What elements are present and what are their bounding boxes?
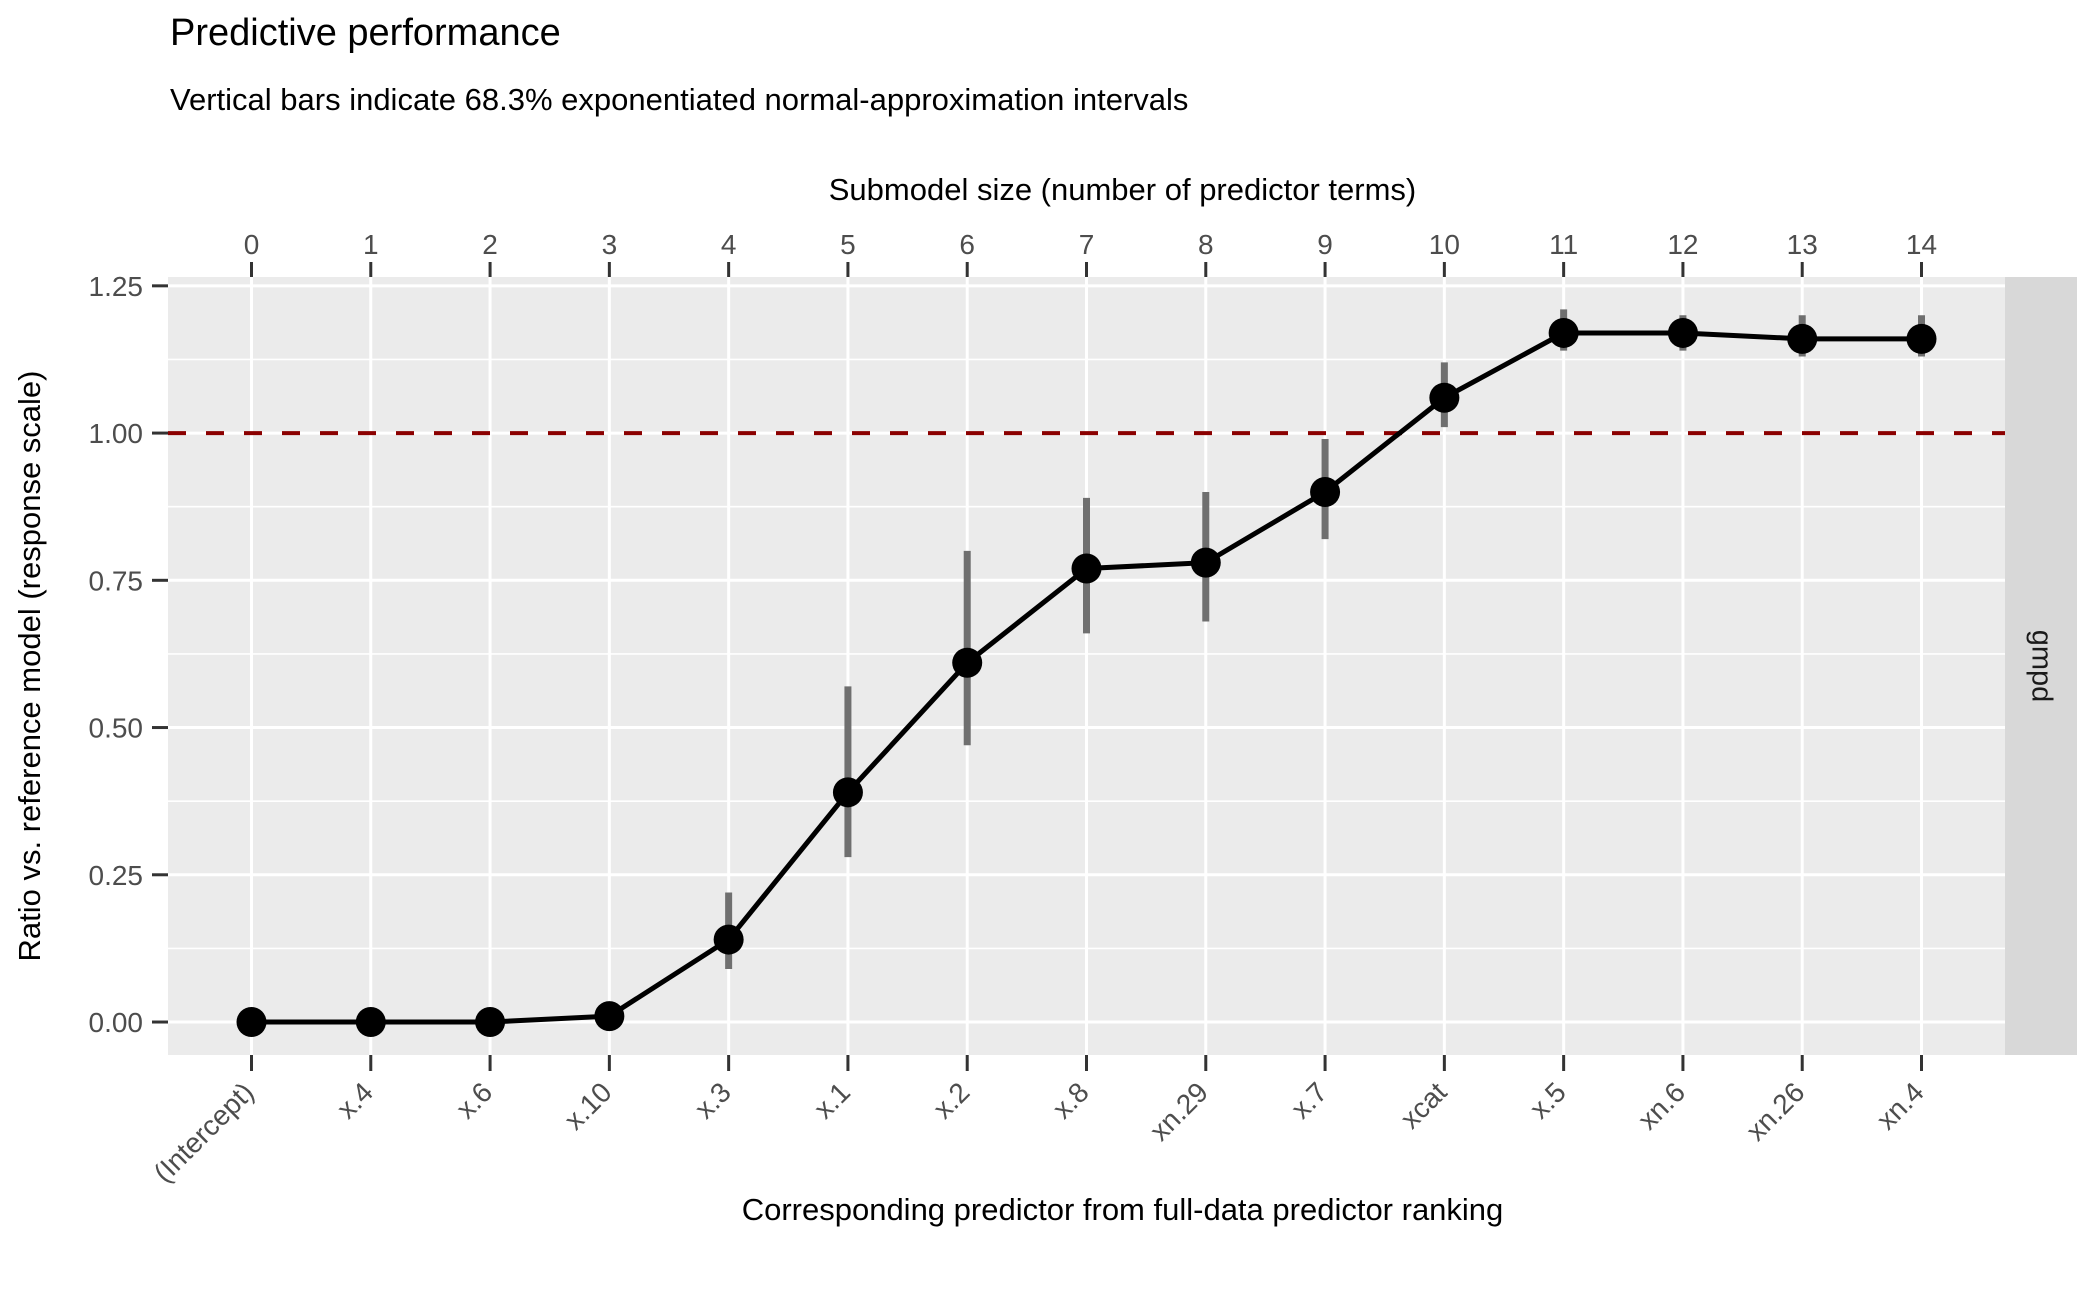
- x-top-tick-label: 9: [1317, 229, 1333, 260]
- x-category-label: xn.29: [1144, 1076, 1214, 1146]
- x-category-label: x.6: [450, 1076, 498, 1124]
- x-top-tick-label: 6: [959, 229, 975, 260]
- y-tick-label: 1.25: [89, 271, 144, 302]
- y-tick-label: 0.50: [89, 713, 144, 744]
- data-point: [236, 1007, 267, 1038]
- x-category-label: x.8: [1046, 1076, 1094, 1124]
- data-point: [713, 924, 744, 955]
- data-point: [1429, 382, 1460, 413]
- x-top-tick-label: 4: [721, 229, 737, 260]
- x-top-tick-label: 10: [1429, 229, 1460, 260]
- y-tick-label: 0.25: [89, 860, 144, 891]
- x-category-label: x.2: [927, 1076, 975, 1124]
- x-top-tick-label: 0: [244, 229, 260, 260]
- x-top-tick-label: 2: [482, 229, 498, 260]
- facet-strip-background: [2005, 277, 2077, 1055]
- plot-subtitle: Vertical bars indicate 68.3% exponentiat…: [170, 82, 1189, 117]
- x-top-tick-label: 13: [1787, 229, 1818, 260]
- plot-title: Predictive performance: [170, 12, 561, 54]
- x-category-label: (Intercept): [148, 1076, 260, 1188]
- x-category-label: xn.6: [1632, 1076, 1691, 1135]
- data-point: [1190, 547, 1221, 578]
- x-top-tick-label: 8: [1198, 229, 1214, 260]
- x-top-tick-label: 7: [1079, 229, 1095, 260]
- x-top-tick-label: 14: [1906, 229, 1937, 260]
- x-category-label: x.1: [808, 1076, 856, 1124]
- y-tick-label: 0.75: [89, 565, 144, 596]
- x-top-tick-label: 3: [602, 229, 618, 260]
- x-category-label: x.4: [331, 1076, 379, 1124]
- data-point: [952, 647, 983, 678]
- x-category-label: xn.4: [1870, 1076, 1929, 1135]
- y-tick-label: 1.00: [89, 418, 144, 449]
- x-top-tick-label: 12: [1667, 229, 1698, 260]
- x-category-label: xcat: [1394, 1076, 1452, 1134]
- data-point: [832, 777, 863, 808]
- data-point: [594, 1001, 625, 1032]
- x-top-tick-label: 1: [363, 229, 379, 260]
- data-point: [1787, 323, 1818, 354]
- data-point: [1071, 553, 1102, 584]
- x-category-label: x.3: [689, 1076, 737, 1124]
- x-category-label: xn.26: [1740, 1076, 1810, 1146]
- top-axis-title: Submodel size (number of predictor terms…: [828, 172, 1417, 207]
- x-category-label: x.5: [1524, 1076, 1572, 1124]
- y-axis-title: Ratio vs. reference model (response scal…: [12, 370, 47, 962]
- bottom-axis-title: Corresponding predictor from full-data p…: [741, 1192, 1504, 1227]
- data-point: [1667, 317, 1698, 348]
- y-tick-label: 0.00: [89, 1007, 144, 1038]
- data-point: [1310, 476, 1341, 507]
- x-category-label: x.10: [558, 1076, 617, 1135]
- data-point: [355, 1007, 386, 1038]
- facet-strip-label: gmpd: [2025, 629, 2058, 703]
- x-top-tick-label: 11: [1549, 229, 1578, 260]
- data-point: [475, 1007, 506, 1038]
- x-category-label: x.7: [1285, 1076, 1333, 1124]
- data-point: [1548, 317, 1579, 348]
- x-top-tick-label: 5: [840, 229, 856, 260]
- data-point: [1906, 323, 1937, 354]
